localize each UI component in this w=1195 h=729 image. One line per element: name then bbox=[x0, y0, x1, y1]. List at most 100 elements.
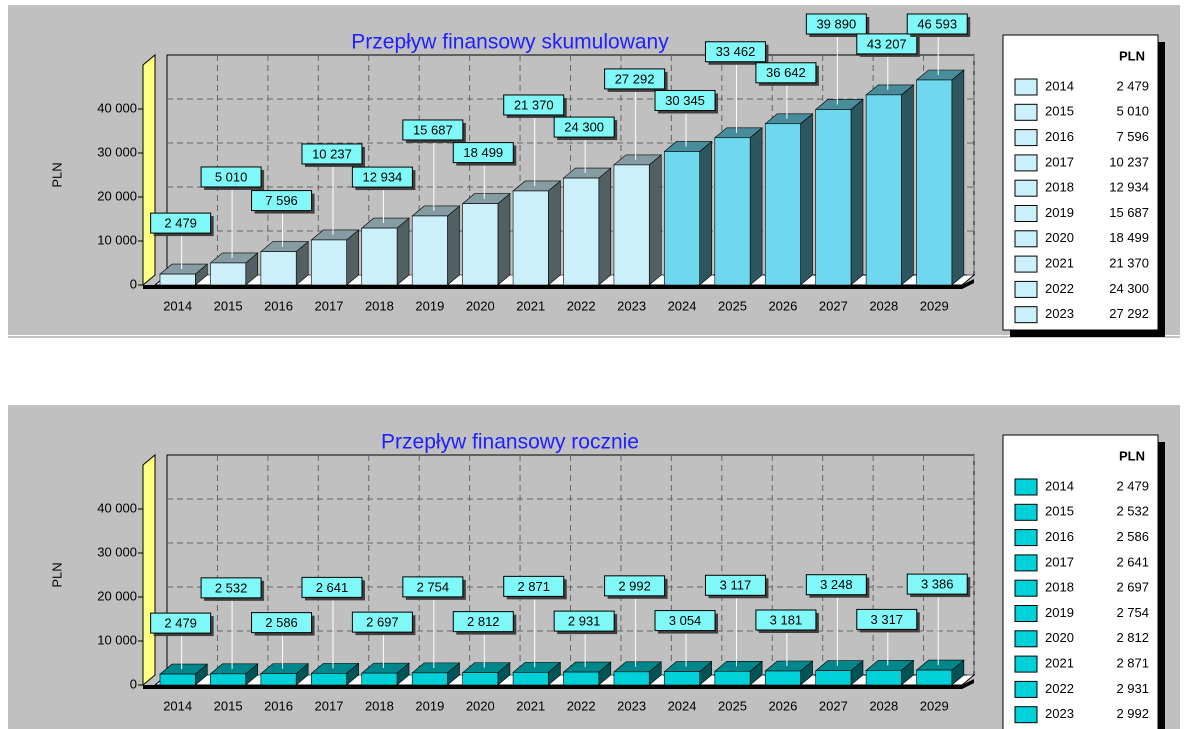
x-tick-label: 2026 bbox=[768, 298, 797, 313]
legend-swatch bbox=[1014, 78, 1038, 96]
legend-category: 2020 bbox=[1045, 630, 1074, 645]
x-tick-label: 2015 bbox=[214, 298, 243, 313]
left-wall bbox=[142, 453, 156, 687]
value-label: 2 931 bbox=[568, 614, 601, 629]
legend-category: 2021 bbox=[1045, 656, 1074, 671]
value-label: 46 593 bbox=[917, 16, 957, 31]
value-label: 2 532 bbox=[215, 580, 248, 595]
value-label-box bbox=[805, 574, 867, 596]
bar bbox=[462, 672, 499, 686]
x-tick-label: 2018 bbox=[365, 698, 394, 713]
bar bbox=[512, 672, 549, 686]
value-label: 3 181 bbox=[770, 612, 803, 627]
value-label: 2 479 bbox=[164, 616, 197, 631]
bar bbox=[764, 670, 801, 686]
value-label: 36 642 bbox=[766, 65, 806, 80]
bar-side bbox=[648, 154, 662, 286]
y-tick-label: 30 000 bbox=[97, 544, 137, 559]
bar bbox=[462, 203, 499, 286]
legend-value: 18 499 bbox=[1109, 230, 1149, 245]
legend-title: PLN bbox=[1119, 448, 1145, 463]
legend-category: 2015 bbox=[1045, 104, 1074, 119]
bar-side bbox=[396, 217, 410, 286]
value-label-box bbox=[755, 62, 817, 84]
x-tick-label: 2026 bbox=[768, 698, 797, 713]
value-label-box bbox=[351, 611, 413, 633]
x-tick-label: 2029 bbox=[920, 298, 949, 313]
value-label: 24 300 bbox=[564, 120, 604, 135]
legend-value: 2 479 bbox=[1116, 78, 1149, 93]
x-tick-label: 2017 bbox=[315, 698, 344, 713]
bar bbox=[210, 673, 247, 686]
value-label-box bbox=[704, 574, 766, 596]
y-tick-label: 10 000 bbox=[97, 232, 137, 247]
bar bbox=[664, 151, 700, 286]
x-tick-label: 2022 bbox=[567, 298, 596, 313]
x-tick-label: 2016 bbox=[264, 698, 293, 713]
bar bbox=[815, 670, 852, 686]
value-label: 2 812 bbox=[467, 614, 500, 629]
y-axis-title: PLN bbox=[49, 562, 64, 587]
y-tick-label: 40 000 bbox=[97, 100, 137, 115]
legend-value: 15 687 bbox=[1109, 205, 1149, 220]
value-label-box bbox=[704, 41, 766, 63]
legend-value: 27 292 bbox=[1109, 306, 1149, 321]
x-tick-label: 2016 bbox=[264, 298, 293, 313]
legend-swatch bbox=[1014, 579, 1038, 597]
legend-swatch bbox=[1014, 179, 1038, 197]
value-label-box bbox=[654, 89, 716, 111]
y-tick-label: 30 000 bbox=[97, 144, 137, 159]
x-tick-label: 2023 bbox=[617, 698, 646, 713]
bar bbox=[159, 273, 196, 286]
legend-swatch bbox=[1014, 129, 1038, 147]
x-tick-label: 2014 bbox=[163, 298, 192, 313]
value-label-box bbox=[402, 576, 464, 598]
value-label-box bbox=[351, 166, 413, 188]
bar-side bbox=[850, 98, 864, 286]
floor-edge bbox=[143, 679, 974, 689]
value-label: 3 117 bbox=[720, 578, 752, 593]
x-tick-label: 2019 bbox=[415, 298, 444, 313]
legend-category: 2014 bbox=[1045, 478, 1074, 493]
bar bbox=[613, 164, 650, 286]
bar bbox=[916, 669, 953, 686]
bar-side bbox=[800, 113, 813, 286]
legend-value: 2 992 bbox=[1116, 706, 1149, 721]
x-tick-label: 2018 bbox=[365, 298, 394, 313]
bar bbox=[714, 137, 751, 286]
value-label-box bbox=[402, 119, 464, 141]
value-label: 2 871 bbox=[517, 579, 550, 594]
legend-swatch bbox=[1014, 655, 1038, 673]
legend-category: 2016 bbox=[1045, 529, 1074, 544]
legend-category: 2018 bbox=[1045, 580, 1074, 595]
value-label: 2 641 bbox=[316, 580, 349, 595]
legend-value: 2 479 bbox=[1116, 478, 1149, 493]
left-wall bbox=[142, 53, 156, 287]
legend-value: 2 754 bbox=[1116, 605, 1149, 620]
bar bbox=[260, 673, 297, 686]
legend-category: 2021 bbox=[1045, 256, 1074, 271]
bar-side bbox=[548, 180, 561, 286]
legend-category: 2019 bbox=[1045, 605, 1074, 620]
value-label-box bbox=[654, 610, 716, 632]
value-label-box bbox=[906, 573, 968, 595]
legend-category: 2020 bbox=[1045, 230, 1074, 245]
bar bbox=[815, 109, 852, 286]
value-label-box bbox=[251, 612, 313, 634]
value-label-box bbox=[553, 116, 615, 138]
value-label-box bbox=[805, 13, 867, 35]
legend-value: 2 931 bbox=[1116, 681, 1149, 696]
value-label-box bbox=[200, 577, 262, 599]
legend-swatch bbox=[1014, 529, 1038, 547]
value-label: 27 292 bbox=[615, 71, 655, 86]
x-tick-label: 2021 bbox=[516, 698, 545, 713]
legend-title: PLN bbox=[1119, 48, 1145, 63]
legend-category: 2023 bbox=[1045, 306, 1074, 321]
value-label-box bbox=[150, 212, 212, 234]
legend-category: 2023 bbox=[1045, 706, 1074, 721]
value-label-box bbox=[150, 612, 212, 634]
value-label-box bbox=[856, 608, 918, 630]
legend-category: 2019 bbox=[1045, 205, 1074, 220]
x-tick-label: 2020 bbox=[466, 698, 495, 713]
legend-value: 24 300 bbox=[1109, 281, 1149, 296]
